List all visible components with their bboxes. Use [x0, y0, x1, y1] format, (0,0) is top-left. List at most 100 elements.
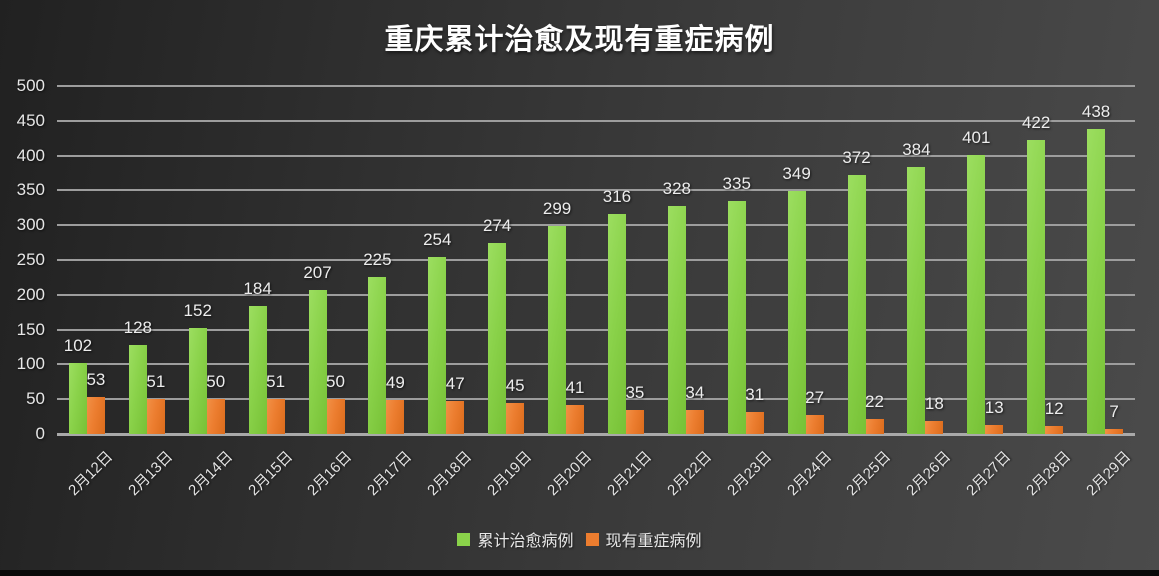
x-axis-label-4: 2月16日: [304, 448, 356, 500]
data-label-cured-2月20日: 299: [542, 198, 572, 218]
bar-severe-2月21日: [625, 409, 644, 434]
y-tick-label-400: 400: [16, 145, 45, 165]
bar-severe-2月28日: [1045, 425, 1064, 434]
y-tick-label-350: 350: [16, 180, 45, 200]
bar-severe-2月20日: [566, 405, 585, 434]
bar-cured-2月27日: [967, 154, 986, 434]
data-label-cured-2月23日: 335: [722, 173, 751, 193]
data-label-cured-2月21日: 316: [602, 187, 632, 207]
x-axis-label-9: 2月21日: [604, 448, 656, 500]
legend-label-severe: 现有重症病例: [605, 533, 702, 550]
data-label-severe-2月15日: 51: [266, 371, 286, 391]
y-tick-label-50: 50: [26, 389, 45, 409]
data-label-severe-2月27日: 13: [984, 397, 1004, 417]
data-label-cured-2月17日: 225: [363, 250, 392, 270]
bar-severe-2月17日: [386, 399, 405, 434]
bar-severe-2月25日: [865, 418, 884, 434]
legend: 累计治愈病例 现有重症病例: [0, 527, 1159, 551]
x-axis-label-7: 2月19日: [484, 448, 536, 500]
gridline-500: [57, 85, 1135, 87]
gridline-300: [57, 224, 1135, 227]
bar-cured-2月29日: [1087, 129, 1106, 434]
data-label-severe-2月26日: 18: [924, 394, 944, 414]
bar-severe-2月12日: [86, 397, 105, 434]
data-label-severe-2月20日: 41: [565, 378, 585, 398]
data-label-severe-2月25日: 22: [865, 391, 884, 411]
data-label-severe-2月24日: 27: [805, 388, 825, 408]
data-label-severe-2月23日: 31: [745, 385, 765, 405]
bar-cured-2月26日: [907, 166, 926, 434]
bar-severe-2月19日: [506, 402, 525, 434]
x-axis-label-14: 2月26日: [903, 448, 955, 500]
bar-severe-2月24日: [805, 415, 824, 434]
x-axis-label-15: 2月27日: [963, 448, 1015, 500]
gridline-150: [57, 328, 1135, 331]
y-tick-label-250: 250: [16, 250, 45, 269]
bar-severe-2月22日: [685, 410, 704, 434]
bar-cured-2月13日: [128, 344, 147, 434]
data-label-cured-2月16日: 207: [303, 262, 332, 282]
gridline-450: [57, 119, 1135, 122]
gridline-400: [57, 154, 1135, 157]
data-label-cured-2月12日: 102: [63, 336, 93, 355]
x-axis-label-17: 2月29日: [1083, 448, 1135, 500]
bar-cured-2月17日: [368, 277, 387, 434]
data-label-severe-2月13日: 51: [146, 371, 166, 391]
bar-cured-2月14日: [188, 328, 207, 434]
y-tick-label-450: 450: [16, 110, 45, 130]
gridline-200: [57, 293, 1135, 296]
bar-cured-2月18日: [428, 257, 447, 434]
data-label-severe-2月29日: 7: [1109, 402, 1119, 422]
legend-label-cured: 累计治愈病例: [477, 533, 574, 550]
bar-cured-2月22日: [667, 205, 686, 434]
data-label-cured-2月18日: 254: [423, 230, 452, 250]
data-label-severe-2月28日: 12: [1044, 398, 1064, 418]
data-label-severe-2月19日: 45: [505, 375, 525, 395]
x-axis-label-16: 2月28日: [1023, 448, 1075, 500]
bar-severe-2月13日: [146, 398, 165, 434]
bar-severe-2月29日: [1105, 429, 1124, 434]
y-tick-label-100: 100: [16, 354, 45, 374]
data-label-severe-2月14日: 50: [206, 372, 226, 392]
x-axis-label-5: 2月17日: [364, 448, 416, 500]
y-tick-label-150: 150: [16, 319, 45, 339]
data-label-severe-2月12日: 53: [86, 370, 106, 390]
x-axis-label-11: 2月23日: [723, 448, 775, 500]
data-label-cured-2月15日: 184: [243, 278, 272, 298]
data-label-cured-2月26日: 384: [902, 139, 931, 159]
data-label-cured-2月27日: 401: [962, 127, 991, 147]
gridline-100: [57, 363, 1135, 366]
legend-swatch-cured-icon: [457, 532, 471, 546]
data-label-cured-2月29日: 438: [1081, 102, 1111, 122]
data-label-cured-2月13日: 128: [123, 317, 153, 337]
x-axis-label-1: 2月13日: [125, 448, 176, 500]
chart-title: 重庆累计治愈及现有重症病例: [384, 24, 775, 56]
bar-cured-2月23日: [727, 200, 746, 434]
bar-cured-2月12日: [68, 363, 87, 434]
data-label-severe-2月18日: 47: [445, 374, 465, 394]
bar-severe-2月18日: [446, 401, 465, 434]
bar-severe-2月27日: [985, 424, 1004, 434]
bar-cured-2月16日: [308, 289, 327, 434]
data-label-cured-2月22日: 328: [662, 178, 692, 198]
data-label-severe-2月16日: 50: [326, 372, 345, 392]
data-label-cured-2月24日: 349: [782, 164, 811, 184]
legend-swatch-severe-icon: [585, 532, 599, 546]
x-axis-label-6: 2月18日: [424, 448, 476, 500]
bar-cured-2月25日: [847, 175, 866, 434]
bar-severe-2月16日: [326, 399, 345, 434]
data-label-severe-2月21日: 35: [625, 382, 645, 402]
bar-cured-2月21日: [607, 214, 626, 434]
gridline-350: [57, 189, 1135, 192]
x-axis-label-0: 2月12日: [65, 448, 117, 500]
x-axis-label-12: 2月24日: [783, 448, 835, 500]
bar-cured-2月15日: [248, 305, 267, 434]
y-tick-label-0: 0: [35, 424, 45, 443]
data-label-cured-2月19日: 274: [482, 216, 512, 236]
bar-cured-2月28日: [1027, 140, 1046, 434]
data-label-cured-2月25日: 372: [842, 148, 871, 168]
data-label-severe-2月22日: 34: [685, 383, 705, 403]
x-axis-label-8: 2月20日: [544, 448, 596, 500]
y-tick-label-300: 300: [16, 215, 45, 235]
